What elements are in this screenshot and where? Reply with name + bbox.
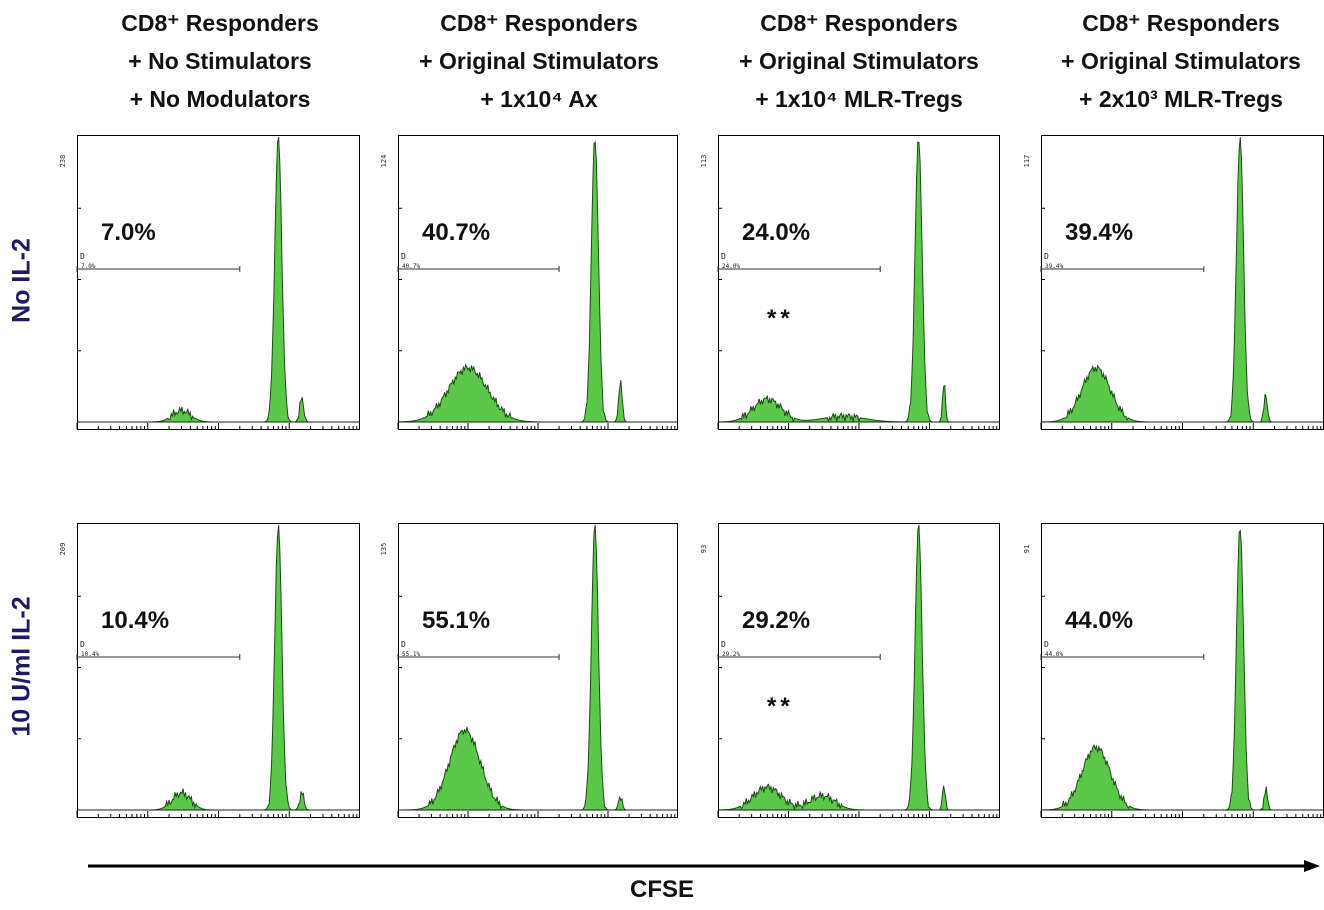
gate-percent-text: 7.0% — [81, 263, 96, 270]
y-max-label: 135 — [380, 543, 388, 556]
significance-stars: ** — [767, 305, 794, 332]
column-header-line: + 1x10⁴ MLR-Tregs — [755, 86, 963, 112]
column-header-line: CD8⁺ Responders — [121, 10, 319, 36]
column-header-3: CD8⁺ Responders + Original Stimulators +… — [709, 4, 1009, 118]
plot-frame — [398, 523, 678, 818]
histogram-area — [717, 524, 1000, 811]
histogram-plot: D 44.0% 91 — [1023, 523, 1324, 818]
column-header-1: CD8⁺ Responders + No Stimulators + No Mo… — [70, 4, 370, 118]
percent-label: 44.0% — [1065, 607, 1134, 634]
histogram-area — [397, 140, 678, 423]
y-max-label: 238 — [59, 155, 67, 168]
gate-percent-text: 29.2% — [722, 651, 740, 658]
percent-label: 39.4% — [1065, 219, 1134, 246]
histogram-panel: D 29.2% 93 29.2% ** — [700, 523, 1000, 818]
column-header-4: CD8⁺ Responders + Original Stimulators +… — [1031, 4, 1324, 118]
y-max-label: 93 — [700, 545, 708, 553]
percent-label: 55.1% — [422, 607, 491, 634]
histogram-area — [77, 524, 360, 811]
histogram-plot: D 10.4% 209 — [59, 523, 360, 818]
histogram-area — [77, 136, 360, 423]
gate-label: D — [401, 252, 406, 261]
histogram-panel: D 44.0% 91 44.0% — [1023, 523, 1324, 818]
y-max-label: 91 — [1023, 545, 1031, 553]
gate-label: D — [1044, 640, 1049, 649]
percent-label: 10.4% — [101, 607, 170, 634]
column-header-line: + 2x10³ MLR-Tregs — [1079, 86, 1283, 112]
gate-percent-text: 40.7% — [402, 263, 420, 270]
plot-frame — [398, 135, 678, 430]
y-max-label: 124 — [380, 155, 388, 168]
column-header-line: + 1x10⁴ Ax — [480, 86, 598, 112]
histogram-plot: D 55.1% 135 — [380, 523, 678, 818]
histogram-plot: D 7.0% 238 — [59, 135, 360, 430]
histogram-area — [717, 141, 1000, 424]
percent-label: 7.0% — [101, 219, 156, 246]
histogram-plot: D 39.4% 117 — [1023, 135, 1324, 430]
gate-label: D — [80, 640, 85, 649]
y-max-label: 209 — [59, 543, 67, 556]
histogram-plot: D 29.2% 93 — [700, 523, 1000, 818]
gate-percent-text: 24.0% — [722, 263, 740, 270]
column-header-line: CD8⁺ Responders — [1082, 10, 1280, 36]
percent-label: 29.2% — [742, 607, 811, 634]
plot-frame — [718, 135, 1000, 430]
histogram-plot: D 40.7% 124 — [380, 135, 678, 430]
plot-frame — [77, 523, 360, 818]
histogram-panel: D 7.0% 238 7.0% — [59, 135, 360, 430]
histogram-area — [1040, 529, 1324, 811]
column-header-line: + Original Stimulators — [739, 48, 979, 74]
histogram-area — [1040, 136, 1324, 423]
column-header-line: + Original Stimulators — [1061, 48, 1301, 74]
gate-percent-text: 55.1% — [402, 651, 420, 658]
gate-label: D — [721, 640, 726, 649]
column-header-2: CD8⁺ Responders + Original Stimulators +… — [389, 4, 689, 118]
histogram-panel: D 39.4% 117 39.4% — [1023, 135, 1324, 430]
histogram-panel: D 40.7% 124 40.7% — [380, 135, 678, 430]
gate-percent-text: 10.4% — [81, 651, 99, 658]
histogram-panel: D 24.0% 113 24.0% ** — [700, 135, 1000, 430]
gate-percent-text: 44.0% — [1045, 651, 1063, 658]
gate-label: D — [401, 640, 406, 649]
column-header-line: CD8⁺ Responders — [440, 10, 638, 36]
column-header-line: CD8⁺ Responders — [760, 10, 958, 36]
column-header-line: + Original Stimulators — [419, 48, 659, 74]
percent-label: 40.7% — [422, 219, 491, 246]
histogram-panel: D 10.4% 209 10.4% — [59, 523, 360, 818]
percent-label: 24.0% — [742, 219, 811, 246]
gate-label: D — [1044, 252, 1049, 261]
y-max-label: 117 — [1023, 155, 1031, 168]
histogram-area — [397, 524, 678, 811]
y-max-label: 113 — [700, 155, 708, 168]
row-label-il2: 10 U/ml IL-2 — [7, 596, 36, 737]
histogram-panel: D 55.1% 135 55.1% — [380, 523, 678, 818]
histogram-plot: D 24.0% 113 — [700, 135, 1000, 430]
gate-label: D — [721, 252, 726, 261]
plot-frame — [718, 523, 1000, 818]
row-label-no-il2: No IL-2 — [7, 238, 36, 323]
column-header-line: + No Modulators — [129, 86, 311, 112]
gate-label: D — [80, 252, 85, 261]
plot-frame — [77, 135, 360, 430]
gate-percent-text: 39.4% — [1045, 263, 1063, 270]
significance-stars: ** — [767, 693, 794, 720]
x-axis-label: CFSE — [629, 876, 694, 903]
column-header-line: + No Stimulators — [128, 48, 312, 74]
